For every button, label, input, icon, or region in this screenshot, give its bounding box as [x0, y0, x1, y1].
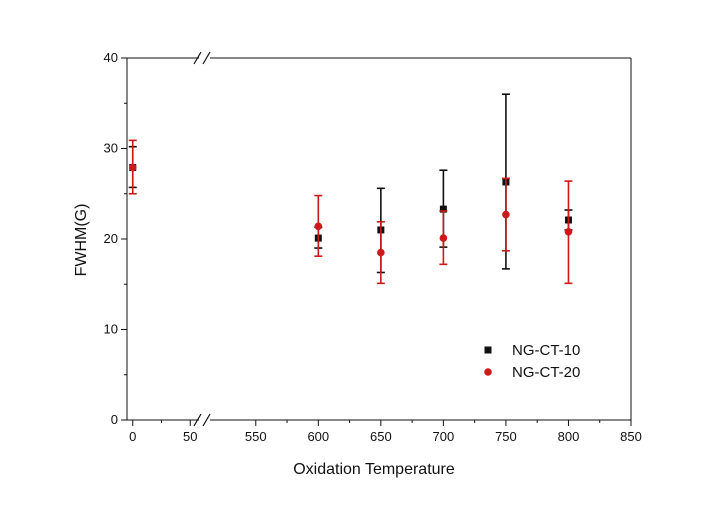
legend-marker-circle: [484, 368, 492, 376]
series-ng-ct-20: [128, 139, 573, 285]
x-tick-label: 50: [183, 429, 197, 444]
x-tick-label: 650: [370, 429, 392, 444]
x-tick-label: 600: [307, 429, 329, 444]
data-point: [439, 205, 447, 213]
x-tick-label: 800: [558, 429, 580, 444]
data-point: [439, 234, 448, 242]
plot-frame: [126, 51, 632, 427]
axis-break-top-slash-1: [193, 51, 202, 65]
legend-label: NG-CT-20: [512, 364, 580, 381]
data-point: [502, 210, 510, 219]
axis-break-top-slash-2: [202, 51, 211, 65]
data-point: [377, 248, 385, 257]
y-tick-label: 10: [104, 322, 118, 337]
y-axis-label: FWHM(G): [73, 204, 90, 277]
data-point: [564, 227, 573, 236]
legend: NG-CT-10 NG-CT-20: [484, 342, 580, 381]
axis-break-bottom: [193, 413, 211, 427]
x-tick-label: 850: [620, 429, 642, 444]
axis-break-top: [193, 51, 211, 65]
data-marks: [128, 93, 573, 285]
y-tick-label: 40: [104, 50, 118, 65]
x-tick-label: 750: [495, 429, 517, 444]
x-axis-label: Oxidation Temperature: [293, 461, 455, 478]
legend-marker-square: [484, 346, 492, 354]
x-tick-label: 0: [129, 429, 136, 444]
y-tick-label: 20: [104, 231, 118, 246]
axis-break-bottom-slash-1: [193, 413, 202, 427]
axis-ticks: 0 10 20 30 40 0 50 550 600 650 700 750 800 850: [104, 50, 642, 444]
axis-break-bottom-slash-2: [202, 413, 211, 427]
data-point: [314, 222, 323, 231]
y-tick-label: 30: [104, 141, 118, 156]
data-point: [128, 163, 137, 172]
y-tick-label: 0: [111, 412, 118, 427]
legend-label: NG-CT-10: [512, 342, 580, 359]
x-tick-label: 550: [245, 429, 267, 444]
x-tick-label: 700: [433, 429, 455, 444]
